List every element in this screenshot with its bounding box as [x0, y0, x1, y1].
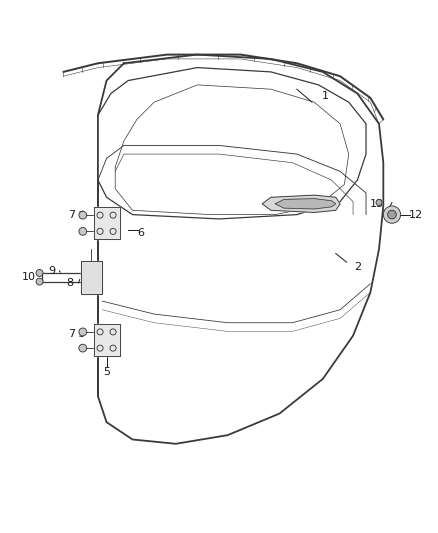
- Polygon shape: [94, 207, 120, 239]
- Text: 13: 13: [370, 199, 384, 209]
- Text: 7: 7: [68, 328, 75, 338]
- Text: 9: 9: [48, 266, 55, 276]
- Circle shape: [376, 199, 382, 206]
- Circle shape: [79, 228, 87, 235]
- Circle shape: [79, 211, 87, 219]
- Circle shape: [36, 270, 43, 277]
- Text: 2: 2: [354, 262, 361, 271]
- Text: 10: 10: [22, 272, 36, 282]
- Circle shape: [383, 206, 401, 223]
- Circle shape: [79, 344, 87, 352]
- Circle shape: [79, 328, 87, 336]
- Text: 5: 5: [103, 367, 110, 377]
- Text: 12: 12: [409, 211, 423, 221]
- Circle shape: [36, 278, 43, 285]
- Circle shape: [388, 211, 396, 219]
- Polygon shape: [275, 199, 336, 209]
- Text: 6: 6: [138, 228, 145, 238]
- Polygon shape: [94, 324, 120, 356]
- Text: 8: 8: [66, 278, 74, 288]
- Text: 7: 7: [68, 209, 75, 220]
- Polygon shape: [262, 195, 340, 213]
- Text: 1: 1: [321, 91, 328, 101]
- Polygon shape: [81, 261, 102, 294]
